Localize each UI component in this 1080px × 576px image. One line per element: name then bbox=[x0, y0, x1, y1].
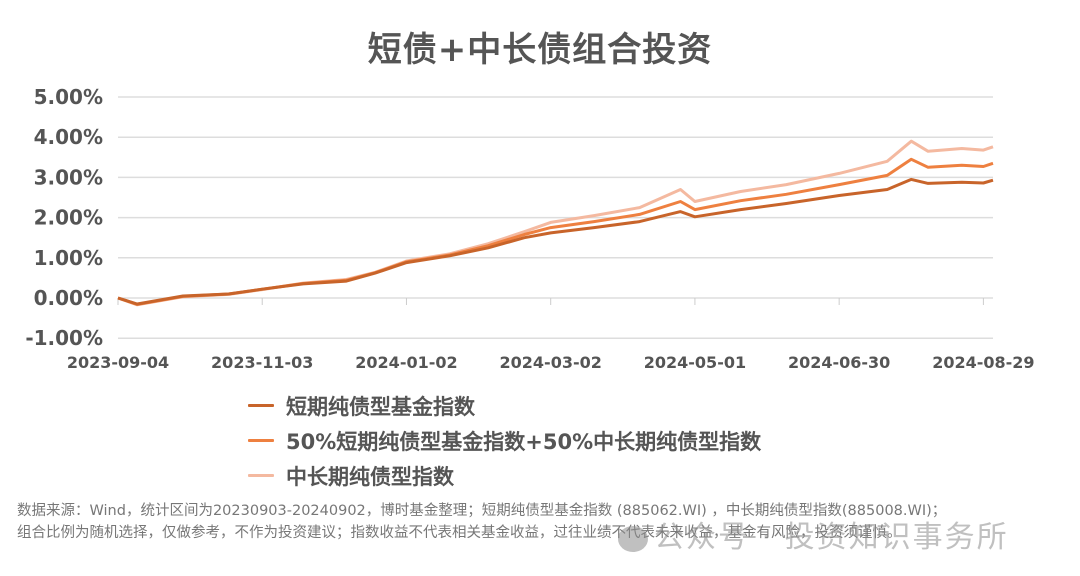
y-tick-label: 3.00% bbox=[34, 165, 103, 189]
legend-swatch-icon bbox=[248, 439, 274, 442]
series-lines bbox=[117, 139, 994, 307]
x-tick-label: 2023-11-03 bbox=[211, 353, 313, 372]
x-tick-label: 2024-06-30 bbox=[788, 353, 890, 372]
wechat-icon bbox=[618, 525, 648, 552]
y-tick-label: 4.00% bbox=[34, 125, 103, 149]
legend-label: 50%短期纯债型基金指数+50%中长期纯债型指数 bbox=[286, 429, 762, 454]
series-line bbox=[117, 177, 994, 306]
y-tick-label: 0.00% bbox=[34, 286, 103, 310]
x-axis-ticks: 2023-09-04 2023-11-03 2024-01-02 2024-03-02… bbox=[67, 298, 1035, 372]
chart-legend: 短期纯债型基金指数 50%短期纯债型基金指数+50%中长期纯债型指数 中长期纯债… bbox=[248, 388, 761, 493]
chart-title: 短债+中长债组合投资 bbox=[367, 30, 713, 70]
legend-item-short-term: 短期纯债型基金指数 bbox=[248, 388, 761, 423]
series-line bbox=[117, 139, 994, 307]
line-chart: 5.00% 4.00% 3.00% 2.00% 1.00% 0.00% -1.00% 202… bbox=[25, 85, 1035, 372]
legend-label: 中长期纯债型指数 bbox=[286, 464, 454, 489]
legend-item-long-term: 中长期纯债型指数 bbox=[248, 458, 761, 493]
y-tick-label: 5.00% bbox=[34, 85, 103, 109]
x-tick-label: 2024-01-02 bbox=[355, 353, 457, 372]
footnote-line-2: 组合比例为随机选择，仅做参考，不作为投资建议；指数收益不代表相关基金收益，过往业… bbox=[17, 525, 902, 541]
legend-label: 短期纯债型基金指数 bbox=[286, 394, 475, 419]
y-tick-label: 2.00% bbox=[34, 206, 103, 230]
x-tick-label: 2024-05-01 bbox=[644, 353, 746, 372]
watermark: 公众号 · 投资知识事务所 bbox=[618, 512, 1009, 556]
legend-swatch-icon bbox=[248, 474, 274, 477]
gridlines bbox=[118, 96, 993, 339]
watermark-text: 公众号 · 投资知识事务所 bbox=[654, 520, 1009, 555]
data-source-footnote: 数据来源：Wind，统计区间为20230903-20240902，博时基金整理；… bbox=[17, 500, 1077, 544]
x-tick-label: 2024-03-02 bbox=[500, 353, 602, 372]
x-tick-label: 2024-08-29 bbox=[932, 353, 1034, 372]
legend-swatch-icon bbox=[248, 404, 274, 407]
y-tick-label: -1.00% bbox=[25, 326, 103, 350]
y-tick-label: 1.00% bbox=[34, 246, 103, 270]
y-axis-ticks: 5.00% 4.00% 3.00% 2.00% 1.00% 0.00% -1.00% bbox=[25, 85, 103, 350]
x-tick-label: 2023-09-04 bbox=[67, 353, 169, 372]
footnote-line-1: 数据来源：Wind，统计区间为20230903-20240902，博时基金整理；… bbox=[17, 503, 947, 519]
legend-item-mixed: 50%短期纯债型基金指数+50%中长期纯债型指数 bbox=[248, 423, 761, 458]
